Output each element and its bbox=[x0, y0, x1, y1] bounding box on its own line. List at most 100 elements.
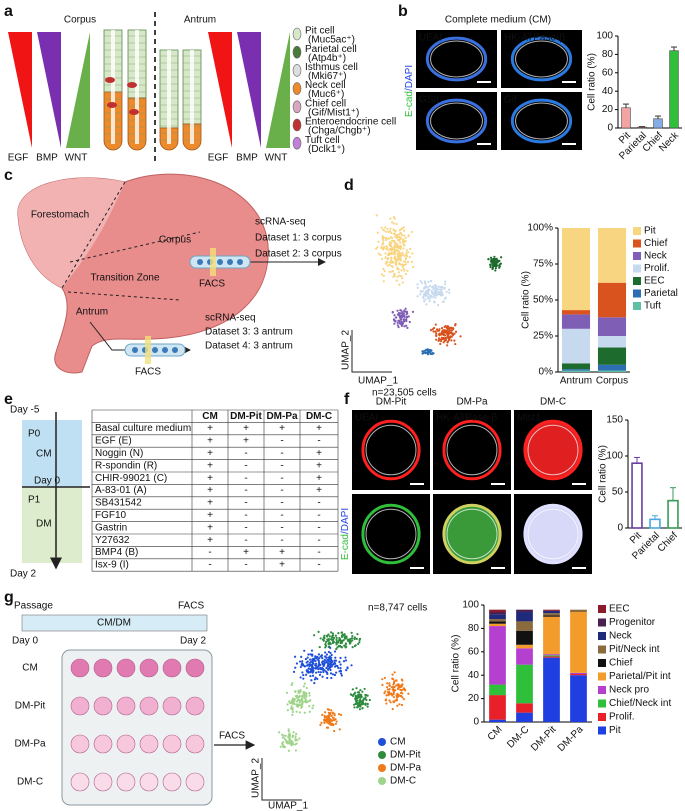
umap-point bbox=[434, 286, 437, 290]
legend-swatch bbox=[598, 605, 606, 613]
umap-point bbox=[431, 291, 434, 294]
umap-point bbox=[403, 263, 406, 266]
cell bbox=[237, 259, 243, 265]
umap-point bbox=[407, 234, 410, 237]
table-header: DM-Pit bbox=[230, 411, 262, 422]
umap-point bbox=[314, 664, 317, 667]
legend-label: Parietal/Pit int bbox=[609, 671, 671, 682]
legend-swatch bbox=[598, 659, 606, 667]
umap-point bbox=[329, 668, 332, 672]
umap-point bbox=[327, 668, 330, 671]
umap-point bbox=[399, 309, 403, 312]
umap-point bbox=[416, 286, 419, 289]
umap-point bbox=[359, 698, 362, 701]
table-cell: + bbox=[316, 460, 322, 471]
umap-point bbox=[396, 309, 399, 312]
umap-point bbox=[425, 303, 428, 306]
umap-point bbox=[321, 638, 325, 641]
umap-point bbox=[328, 660, 331, 663]
umap-point bbox=[494, 267, 497, 270]
umap-point bbox=[287, 728, 290, 731]
umap-point bbox=[339, 656, 342, 660]
umap-point bbox=[440, 285, 443, 288]
bar-segment bbox=[489, 609, 506, 613]
umap-point bbox=[399, 257, 402, 260]
umap-point bbox=[428, 288, 431, 291]
legend-swatch bbox=[633, 277, 641, 285]
bar-segment bbox=[489, 719, 506, 722]
umap-point bbox=[395, 694, 398, 697]
column-title: DM-Pa bbox=[456, 397, 488, 408]
umap-point bbox=[295, 662, 299, 665]
umap-point bbox=[294, 739, 297, 742]
umap-point bbox=[358, 641, 361, 644]
x-tick-label: Neck bbox=[657, 130, 682, 155]
bar-segment bbox=[489, 614, 506, 620]
umap-point bbox=[288, 700, 291, 703]
umap-point bbox=[306, 656, 309, 659]
table-cell: + bbox=[316, 423, 322, 434]
table-cell: + bbox=[207, 535, 213, 546]
umap-point bbox=[366, 694, 369, 697]
umap-point bbox=[406, 326, 409, 329]
umap-point bbox=[294, 666, 297, 669]
umap-point bbox=[409, 247, 412, 251]
umap-point bbox=[447, 332, 450, 336]
umap-point bbox=[440, 291, 443, 294]
legend-label: DM-Pit bbox=[390, 750, 421, 761]
organoid-inner bbox=[446, 508, 498, 560]
table-cell: R-spondin (R) bbox=[95, 460, 157, 471]
bar-segment bbox=[597, 228, 627, 283]
umap-point bbox=[290, 705, 293, 708]
umap-point bbox=[392, 696, 396, 699]
umap-point bbox=[388, 688, 391, 691]
umap-point bbox=[336, 646, 339, 649]
bar bbox=[653, 118, 663, 129]
umap-point bbox=[376, 231, 380, 234]
umap-point bbox=[381, 678, 384, 681]
umap-point bbox=[397, 687, 400, 690]
umap-point bbox=[375, 214, 378, 217]
umap-point bbox=[391, 239, 395, 242]
umap-point bbox=[353, 636, 356, 639]
organoid bbox=[425, 36, 488, 82]
well bbox=[116, 772, 136, 792]
umap-point bbox=[432, 330, 435, 333]
legend-marker: (Gif/Mist1⁺) bbox=[308, 107, 359, 118]
umap-point bbox=[393, 251, 396, 254]
umap-point bbox=[446, 334, 450, 337]
umap-point bbox=[398, 283, 401, 286]
lumen bbox=[190, 50, 194, 144]
x-tick-label: DM-C bbox=[505, 724, 531, 750]
umap-point bbox=[401, 277, 404, 280]
umap-point bbox=[449, 331, 453, 334]
umap-point bbox=[339, 663, 342, 666]
umap-point bbox=[323, 637, 326, 640]
umap-point bbox=[398, 262, 401, 265]
umap-point bbox=[389, 227, 392, 230]
umap-point bbox=[377, 240, 380, 243]
legend-icon bbox=[292, 100, 302, 114]
umap-point bbox=[388, 247, 391, 250]
x-tick-label: Chief bbox=[656, 530, 680, 554]
table-cell: + bbox=[207, 485, 213, 496]
panel-label: f bbox=[344, 391, 350, 408]
umap-point bbox=[434, 293, 437, 296]
umap-point bbox=[420, 290, 423, 293]
umap-point bbox=[328, 641, 331, 644]
umap-point bbox=[391, 252, 394, 255]
table-cell: - bbox=[244, 510, 247, 521]
legend-swatch bbox=[598, 645, 606, 654]
umap-point bbox=[384, 252, 387, 255]
axis-label: UMAP_2 bbox=[341, 330, 352, 370]
well bbox=[139, 734, 159, 754]
umap-point bbox=[392, 678, 395, 681]
legend-swatch bbox=[633, 302, 641, 310]
legend-swatch bbox=[598, 713, 606, 721]
time-label: Day 2 bbox=[180, 636, 207, 647]
panel-label: d bbox=[344, 177, 354, 194]
umap-point bbox=[396, 267, 399, 270]
table-cell: + bbox=[207, 473, 213, 484]
umap-point bbox=[398, 703, 401, 706]
umap-point bbox=[325, 653, 329, 656]
